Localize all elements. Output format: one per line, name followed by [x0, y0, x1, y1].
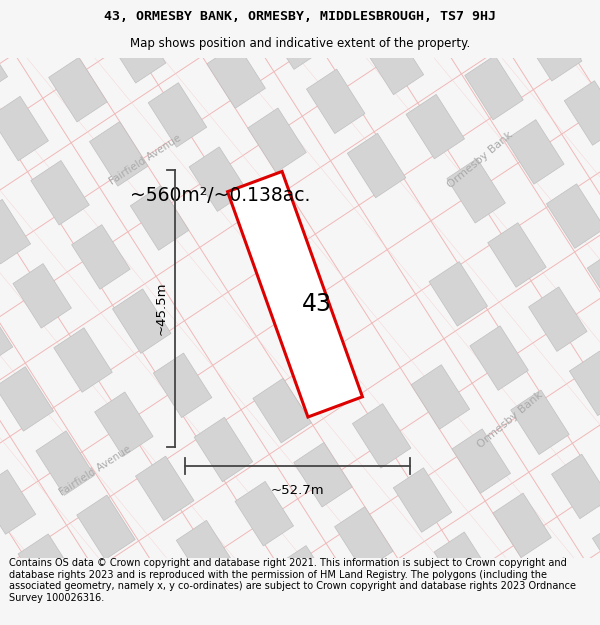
Polygon shape [207, 44, 265, 108]
Polygon shape [154, 353, 212, 418]
Text: Ormesby Bank: Ormesby Bank [475, 389, 545, 450]
Polygon shape [365, 30, 424, 94]
Text: 43: 43 [302, 292, 332, 316]
Polygon shape [49, 58, 107, 122]
Polygon shape [564, 81, 600, 145]
Polygon shape [352, 404, 411, 468]
Polygon shape [253, 378, 311, 443]
Polygon shape [393, 468, 452, 532]
Polygon shape [77, 495, 135, 559]
Polygon shape [592, 518, 600, 583]
Polygon shape [227, 171, 362, 417]
Polygon shape [411, 365, 470, 429]
Text: ~52.7m: ~52.7m [271, 484, 325, 497]
Polygon shape [307, 69, 365, 134]
Polygon shape [294, 442, 352, 507]
Polygon shape [376, 571, 434, 625]
Polygon shape [276, 546, 334, 610]
Polygon shape [470, 326, 529, 391]
Polygon shape [18, 534, 77, 599]
Polygon shape [266, 5, 324, 69]
Polygon shape [465, 56, 523, 120]
Polygon shape [523, 16, 582, 81]
Polygon shape [89, 122, 148, 186]
Polygon shape [36, 431, 94, 496]
Polygon shape [529, 287, 587, 351]
Polygon shape [130, 186, 189, 250]
Text: ~560m²/~0.138ac.: ~560m²/~0.138ac. [130, 186, 310, 205]
Polygon shape [551, 454, 600, 519]
Polygon shape [189, 147, 248, 211]
Polygon shape [452, 429, 511, 493]
Text: ~45.5m: ~45.5m [155, 282, 167, 335]
Polygon shape [587, 248, 600, 312]
Polygon shape [235, 481, 293, 546]
Polygon shape [0, 470, 36, 534]
Text: Map shows position and indicative extent of the property.: Map shows position and indicative extent… [130, 38, 470, 50]
Polygon shape [0, 96, 49, 161]
Polygon shape [13, 264, 71, 328]
Polygon shape [31, 161, 89, 225]
Polygon shape [118, 559, 176, 624]
Polygon shape [8, 0, 67, 58]
Polygon shape [166, 0, 224, 44]
Text: Contains OS data © Crown copyright and database right 2021. This information is : Contains OS data © Crown copyright and d… [9, 558, 576, 603]
Polygon shape [0, 302, 13, 367]
Polygon shape [511, 390, 569, 454]
Polygon shape [429, 262, 488, 326]
Polygon shape [248, 108, 306, 172]
Text: Ormesby Bank: Ormesby Bank [445, 129, 515, 189]
Polygon shape [434, 532, 493, 596]
Text: Fairfield Avenue: Fairfield Avenue [58, 444, 133, 498]
Polygon shape [569, 351, 600, 416]
Polygon shape [54, 328, 112, 392]
Polygon shape [0, 367, 53, 431]
Polygon shape [547, 184, 600, 248]
Polygon shape [0, 199, 31, 264]
Polygon shape [447, 159, 505, 223]
Text: 43, ORMESBY BANK, ORMESBY, MIDDLESBROUGH, TS7 9HJ: 43, ORMESBY BANK, ORMESBY, MIDDLESBROUGH… [104, 10, 496, 22]
Polygon shape [506, 119, 564, 184]
Polygon shape [148, 82, 207, 148]
Polygon shape [136, 456, 194, 521]
Polygon shape [488, 222, 546, 288]
Polygon shape [406, 94, 464, 159]
Polygon shape [335, 507, 393, 571]
Polygon shape [0, 32, 8, 97]
Polygon shape [493, 493, 551, 558]
Polygon shape [533, 558, 592, 622]
Polygon shape [95, 392, 153, 456]
Polygon shape [347, 133, 406, 198]
Polygon shape [112, 289, 171, 353]
Polygon shape [424, 0, 482, 56]
Polygon shape [71, 224, 130, 289]
Polygon shape [176, 521, 235, 585]
Polygon shape [107, 19, 166, 83]
Polygon shape [194, 418, 253, 482]
Text: Fairfield Avenue: Fairfield Avenue [107, 132, 182, 186]
